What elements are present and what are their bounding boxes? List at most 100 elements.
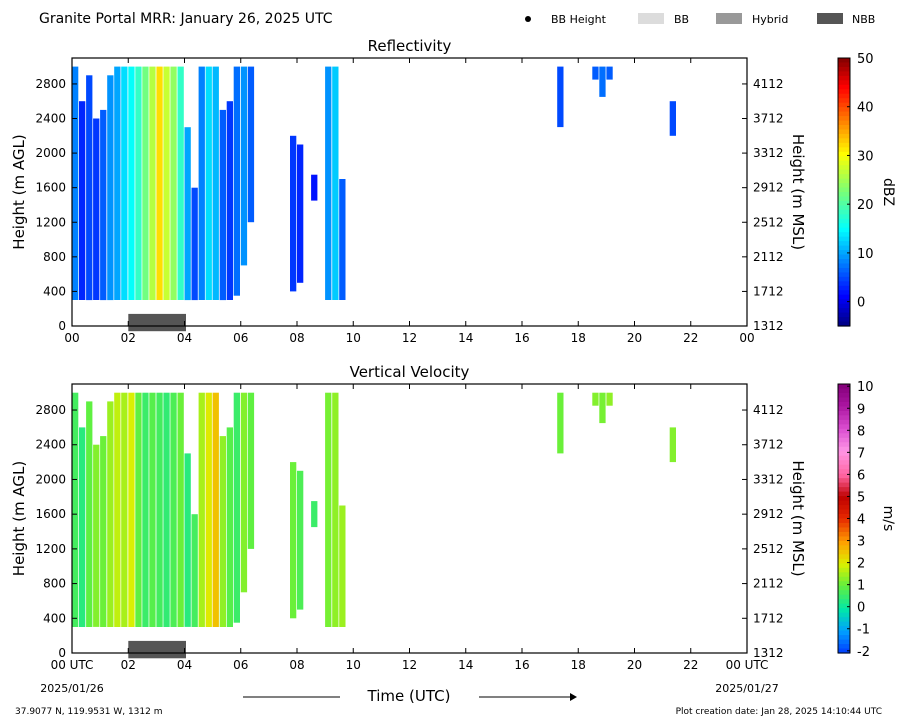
data-column-1: [79, 427, 86, 627]
x-tick-label: 14: [458, 658, 473, 672]
colorbar-swatch: [838, 635, 850, 641]
colorbar-swatch: [838, 590, 850, 596]
colorbar-swatch: [838, 147, 850, 153]
y-tick-label-right: 2112: [753, 250, 784, 264]
colorbar-swatch: [838, 98, 850, 104]
data-column-22: [226, 427, 233, 627]
data-column-7: [121, 392, 128, 627]
data-column-9: [135, 392, 142, 627]
colorbar-swatch: [838, 630, 850, 636]
colorbar-swatch: [838, 496, 850, 502]
plot-creation-date: Plot creation date: Jan 28, 2025 14:10:4…: [676, 707, 882, 717]
data-column-26: [290, 135, 297, 292]
y-tick-label: 2400: [35, 112, 66, 126]
y-tick-label: 400: [43, 611, 66, 625]
y-tick-label-right: 1312: [753, 319, 784, 333]
y-axis-label-right: Height (m MSL): [789, 460, 807, 576]
x-tick-label: 08: [289, 331, 304, 345]
colorbar-swatch: [838, 71, 850, 77]
data-column-1: [79, 101, 86, 300]
colorbar-tick-label: 7: [857, 446, 865, 461]
y-tick-label: 2800: [35, 77, 66, 91]
data-column-5: [107, 401, 114, 627]
colorbar-swatch: [838, 621, 850, 627]
data-column-19: [205, 392, 212, 627]
y-tick-label: 800: [43, 250, 66, 264]
data-column-16: [184, 127, 191, 301]
data-column-21: [219, 109, 226, 301]
data-column-3: [93, 444, 100, 627]
colorbar-swatch: [838, 603, 850, 609]
data-column-24: [240, 392, 248, 593]
melting-layer-bar-0: [128, 313, 186, 332]
colorbar-swatch: [838, 236, 850, 242]
colorbar-swatch: [838, 192, 850, 198]
y-tick-label-right: 2512: [753, 215, 784, 229]
colorbar-swatch: [838, 133, 850, 139]
end-date-label: 2025/01/27: [715, 682, 778, 695]
colorbar-swatch: [838, 308, 850, 314]
data-column-8: [128, 66, 135, 300]
data-column-24: [240, 66, 248, 266]
data-column-18: [198, 392, 205, 627]
data-column-15: [177, 392, 184, 627]
colorbar-swatch: [838, 514, 850, 520]
colorbar-swatch: [838, 151, 850, 157]
data-column-33: [592, 392, 599, 406]
data-column-17: [191, 187, 198, 301]
data-column-25: [247, 392, 255, 549]
figure-title: Granite Portal MRR: January 26, 2025 UTC: [39, 11, 333, 27]
colorbar-swatch: [838, 446, 850, 452]
data-column-36: [669, 427, 676, 463]
y-tick-label-right: 4112: [753, 403, 784, 417]
data-column-4: [100, 109, 107, 301]
x-tick-label: 14: [458, 331, 473, 345]
data-column-3: [93, 118, 100, 300]
data-column-13: [163, 392, 170, 627]
colorbar-swatch: [838, 84, 850, 90]
data-column-34: [599, 392, 606, 424]
colorbar-swatch: [838, 410, 850, 416]
colorbar-tick-label: -2: [857, 645, 870, 660]
colorbar-swatch: [838, 478, 850, 484]
colorbar-swatch: [838, 415, 850, 421]
data-column-35: [606, 66, 613, 80]
y-tick-label: 1200: [35, 215, 66, 229]
colorbar-swatch: [838, 522, 850, 529]
colorbar-label: m/s: [880, 506, 896, 532]
x-tick-label: 18: [571, 658, 586, 672]
colorbar-swatch: [838, 545, 850, 551]
x-tick-label: 12: [402, 658, 417, 672]
x-tick-label: 16: [514, 658, 529, 672]
legend-marker-bb-height: [525, 16, 531, 22]
colorbar-swatch: [838, 540, 850, 546]
x-tick-label: 10: [346, 658, 361, 672]
colorbar-swatch: [838, 469, 850, 475]
data-column-23: [233, 66, 240, 296]
y-tick-label: 2400: [35, 438, 66, 452]
data-column-15: [177, 66, 184, 300]
data-column-10: [142, 66, 149, 300]
colorbar-swatch: [838, 290, 850, 296]
x-tick-label: 00 UTC: [726, 658, 769, 672]
x-tick-label: 02: [121, 331, 136, 345]
y-tick-label-right: 2912: [753, 181, 784, 195]
colorbar-tick-label: 20: [857, 198, 874, 213]
data-column-13: [163, 66, 170, 300]
data-column-30: [332, 392, 339, 627]
colorbar-swatch: [838, 169, 850, 175]
colorbar-swatch: [838, 567, 850, 573]
colorbar-swatch: [838, 505, 850, 511]
data-column-12: [156, 392, 163, 627]
y-tick-label: 2800: [35, 403, 66, 417]
x-tick-label: 00: [64, 331, 79, 345]
colorbar-swatch: [838, 245, 850, 251]
colorbar-swatch: [838, 599, 850, 605]
legend-marker-bb: [638, 13, 664, 24]
data-column-11: [149, 66, 156, 300]
colorbar-swatch: [838, 491, 850, 497]
data-column-26: [290, 462, 297, 619]
x-tick-label: 18: [571, 331, 586, 345]
